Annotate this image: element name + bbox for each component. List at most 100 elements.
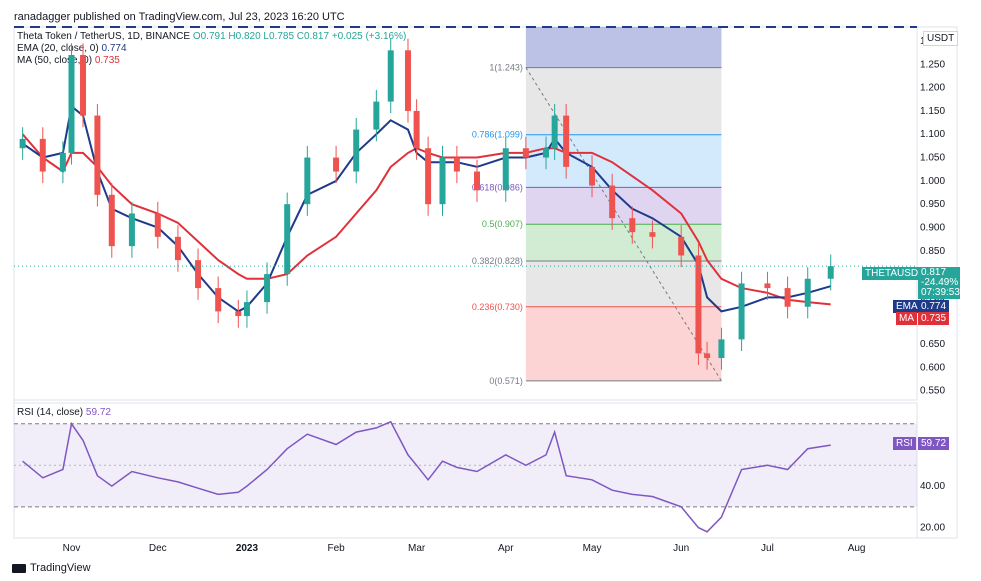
candle-body xyxy=(704,353,711,359)
price-tick-label: 0.950 xyxy=(920,199,945,210)
candle-body xyxy=(678,236,685,256)
x-tick-label: May xyxy=(583,543,602,554)
candle-body xyxy=(425,148,432,205)
price-tick-label: 1.000 xyxy=(920,176,945,187)
candle-body xyxy=(629,218,636,233)
fib-zone-top xyxy=(525,27,722,68)
candles xyxy=(19,38,834,370)
fib-level-label: 1(1.243) xyxy=(489,63,523,73)
candle-body xyxy=(718,339,725,359)
candle-body xyxy=(695,255,702,354)
candle-body xyxy=(764,283,771,289)
candle-body xyxy=(243,302,250,317)
price-tick-label: 1.250 xyxy=(920,59,945,70)
fib-level-label: 0(0.571) xyxy=(489,376,523,386)
price-tag-change: -24.49% xyxy=(921,277,959,288)
ohlc-values: O0.791 H0.820 L0.785 C0.817 +0.025 (+3.1… xyxy=(192,31,407,42)
rsi-legend: RSI (14, close) 59.72 xyxy=(17,407,111,418)
candle-body xyxy=(39,138,46,172)
price-tick-label: 0.900 xyxy=(920,222,945,233)
candle-body xyxy=(474,171,481,191)
tradingview-logo-icon xyxy=(12,563,26,573)
x-tick-label: Mar xyxy=(408,543,426,554)
candle-body xyxy=(439,157,446,205)
fib-zone xyxy=(525,187,722,225)
rsi-tick-label: 20.00 xyxy=(920,523,945,534)
price-tick-label: 1.150 xyxy=(920,106,945,117)
rsi-tick-label: 40.00 xyxy=(920,481,945,492)
symbol-name: Theta Token / TetherUS, 1D, BINANCE xyxy=(17,31,191,42)
ma-legend: MA (50, close, 0) 0.735 xyxy=(17,55,120,66)
symbol-legend: Theta Token / TetherUS, 1D, BINANCE O0.7… xyxy=(17,31,406,42)
candle-body xyxy=(522,148,529,158)
candle-body xyxy=(284,204,291,275)
rsi-legend-value: 59.72 xyxy=(85,407,111,418)
x-tick-label: Aug xyxy=(848,543,866,554)
fib-retracement[interactable]: 1(1.243) 0.786(1.099) 0.618(0.986) 0.5(0.90… xyxy=(472,27,722,386)
candle-body xyxy=(563,115,570,167)
rsi-tag-value: 59.72 xyxy=(918,437,950,450)
price-tick-label: 0.550 xyxy=(920,386,945,397)
candle-body xyxy=(68,54,75,153)
candle-body xyxy=(215,288,222,312)
candle-body xyxy=(589,166,596,186)
candle-body xyxy=(304,157,311,205)
price-tag-value: 0.817 xyxy=(921,267,947,278)
candle-body xyxy=(59,152,66,172)
candle-body xyxy=(94,115,101,195)
x-tick-label: Jul xyxy=(761,543,774,554)
fib-zone xyxy=(525,224,722,262)
tradingview-brand: TradingView xyxy=(30,562,91,574)
x-tick-label: 2023 xyxy=(236,543,259,554)
fib-zone xyxy=(525,261,722,307)
price-tag-countdown: 07:39:53 xyxy=(921,287,960,298)
candle-body xyxy=(738,283,745,340)
ema-tag-value: 0.774 xyxy=(918,300,950,313)
symbol-tag: THETAUSDT xyxy=(862,267,928,280)
tradingview-footer[interactable]: TradingView xyxy=(12,562,91,574)
x-tick-label: Apr xyxy=(498,543,514,554)
ema-tag-label: EMA xyxy=(893,300,921,313)
fib-trend-line xyxy=(525,67,722,382)
x-tick-label: Nov xyxy=(63,543,81,554)
ema-legend-value: 0.774 xyxy=(101,43,127,54)
candle-body xyxy=(235,311,242,317)
x-tick-label: Dec xyxy=(149,543,167,554)
candle-body xyxy=(373,101,380,130)
candle-body xyxy=(353,129,360,172)
candle-body xyxy=(827,266,834,279)
candle-body xyxy=(195,260,202,289)
candle-body xyxy=(19,138,26,149)
rsi-band xyxy=(14,423,917,508)
fib-zone xyxy=(525,67,722,135)
publish-header: ranadagger published on TradingView.com,… xyxy=(14,11,345,23)
rsi-tag-label: RSI xyxy=(893,437,916,450)
candle-body xyxy=(404,50,411,111)
ma-legend-label: MA (50, close, 0) xyxy=(17,55,93,66)
candle-body xyxy=(551,115,558,149)
price-tick-label: 0.600 xyxy=(920,362,945,373)
price-tag: 0.817 -24.49% 07:39:53 xyxy=(918,267,960,299)
candle-body xyxy=(609,185,616,219)
ema-legend-label: EMA (20, close, 0) xyxy=(17,43,99,54)
fib-level-label: 0.236(0.730) xyxy=(472,302,523,312)
ema-legend: EMA (20, close, 0) 0.774 xyxy=(17,43,127,54)
candle-body xyxy=(154,213,161,237)
price-tick-label: 1.100 xyxy=(920,129,945,140)
price-tick-label: 1.050 xyxy=(920,153,945,164)
candle-body xyxy=(264,274,271,303)
rsi-line xyxy=(22,420,831,533)
candle-body xyxy=(174,236,181,261)
candle-body xyxy=(108,194,115,247)
x-tick-label: Jun xyxy=(673,543,689,554)
candle-body xyxy=(502,148,509,191)
candle-body xyxy=(784,288,791,307)
ma-legend-value: 0.735 xyxy=(94,55,120,66)
price-tick-label: 0.650 xyxy=(920,339,945,350)
candle-body xyxy=(453,157,460,172)
fib-zone xyxy=(525,306,722,381)
candle-body xyxy=(80,54,87,116)
currency-label[interactable]: USDT xyxy=(923,31,959,46)
fib-level-label: 0.786(1.099) xyxy=(472,130,523,140)
